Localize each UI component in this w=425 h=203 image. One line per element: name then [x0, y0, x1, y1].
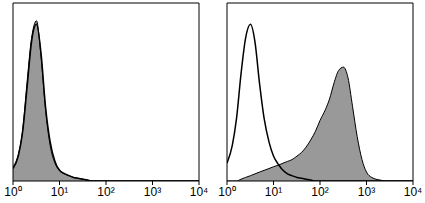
- svg-text:10³: 10³: [358, 185, 375, 199]
- svg-text:10¹: 10¹: [265, 185, 282, 199]
- svg-text:10⁴: 10⁴: [404, 185, 417, 199]
- svg-text:10⁰: 10⁰: [8, 185, 22, 199]
- svg-text:10²: 10²: [311, 185, 328, 199]
- svg-text:10²: 10²: [97, 185, 114, 199]
- svg-text:10⁰: 10⁰: [218, 185, 235, 199]
- svg-text:10⁴: 10⁴: [190, 185, 209, 199]
- svg-text:10³: 10³: [144, 185, 161, 199]
- svg-text:10¹: 10¹: [51, 185, 68, 199]
